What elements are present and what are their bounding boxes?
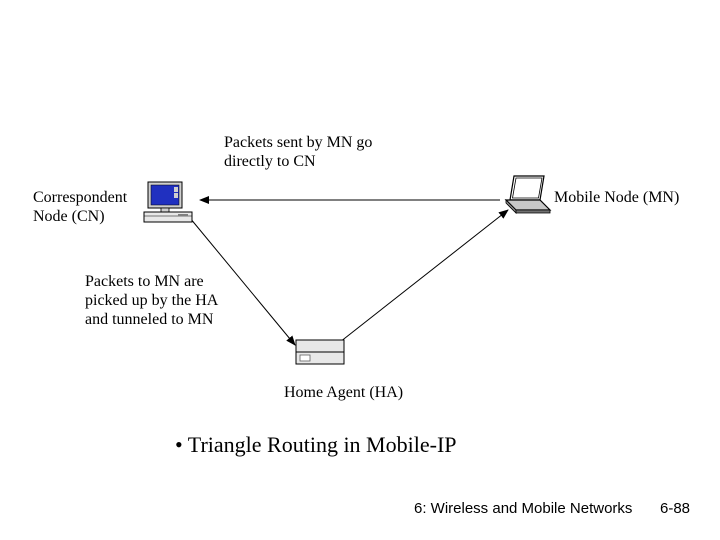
annotation-left-line3: and tunneled to MN bbox=[85, 311, 213, 328]
annotation-left-line1: Packets to MN are bbox=[85, 273, 204, 290]
footer-chapter: 6: Wireless and Mobile Networks bbox=[414, 500, 632, 517]
mn-laptop-icon bbox=[506, 176, 550, 213]
mn-label: Mobile Node (MN) bbox=[554, 188, 679, 207]
annotation-left: Packets to MN are picked up by the HA an… bbox=[85, 272, 218, 330]
diagram-canvas bbox=[0, 0, 720, 540]
ha-label: Home Agent (HA) bbox=[284, 383, 403, 402]
cn-computer-icon bbox=[144, 182, 192, 222]
annotation-top: Packets sent by MN go directly to CN bbox=[224, 133, 372, 171]
annotation-top-line1: Packets sent by MN go bbox=[224, 134, 372, 151]
annotation-left-line2: picked up by the HA bbox=[85, 292, 218, 309]
edge-ha-mn bbox=[340, 210, 508, 342]
annotation-top-line2: directly to CN bbox=[224, 153, 316, 170]
footer-page-number: 6-88 bbox=[660, 500, 690, 517]
ha-router-icon bbox=[296, 340, 344, 364]
cn-label-real: CorrespondentNode (CN) bbox=[33, 188, 127, 226]
edges bbox=[190, 200, 508, 345]
bullet-title: • Triangle Routing in Mobile-IP bbox=[175, 432, 457, 458]
